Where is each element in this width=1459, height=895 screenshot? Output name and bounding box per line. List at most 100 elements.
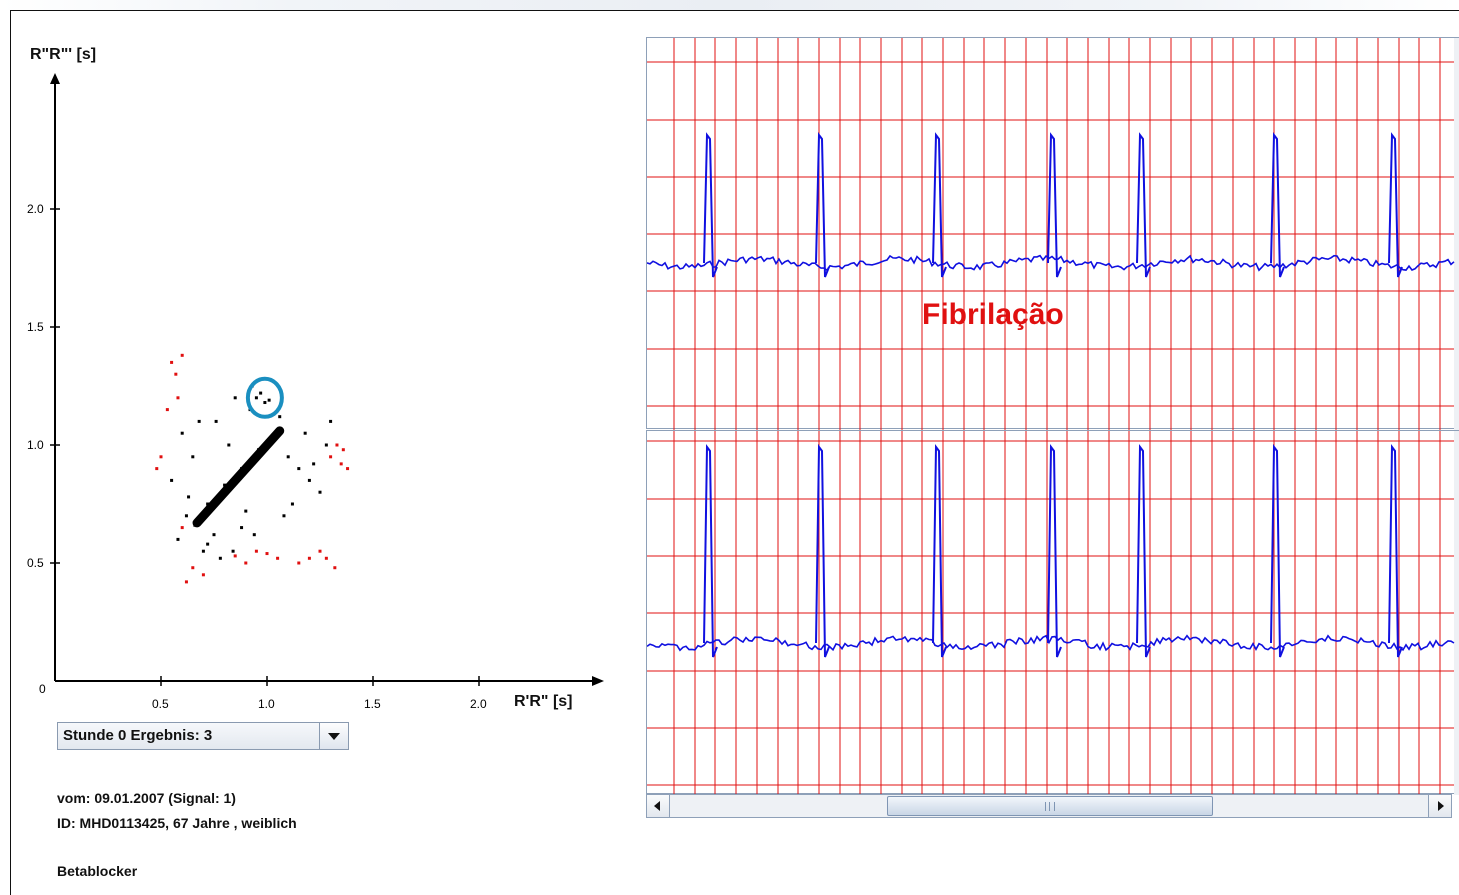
scatter-point-flagged <box>159 455 163 459</box>
y-tick-label: 1.5 <box>27 320 44 334</box>
ecg-qrs-spike <box>703 444 718 658</box>
scatter-point <box>180 431 184 435</box>
scatter-point-flagged <box>329 455 333 459</box>
scatter-point <box>324 443 328 447</box>
scatter-point <box>231 549 235 553</box>
ecg-qrs-spike <box>1388 444 1403 658</box>
scatter-point <box>252 533 256 537</box>
scatter-point <box>206 502 210 506</box>
scatter-point <box>303 431 307 435</box>
ecg-qrs-spike <box>1136 444 1151 658</box>
scatter-point <box>201 549 205 553</box>
scatter-point <box>329 419 333 423</box>
scatter-point-flagged <box>339 462 343 466</box>
scatter-point-flagged <box>233 554 237 558</box>
scroll-left-icon[interactable] <box>647 795 670 817</box>
scatter-point <box>312 462 316 466</box>
scatter-point <box>290 502 294 506</box>
scatter-point-flagged <box>333 566 337 570</box>
fibrillation-label: Fibrilação <box>922 298 1064 331</box>
ecg-qrs-spike <box>932 444 947 658</box>
ecg-trace-top <box>646 38 1459 430</box>
scatter-point <box>170 478 174 482</box>
ecg-baseline-trace <box>646 634 1455 652</box>
scatter-point-flagged <box>191 566 195 570</box>
ecg-qrs-spike <box>815 444 830 658</box>
scatter-point-flagged <box>180 353 184 357</box>
scatter-point-flagged <box>335 443 339 447</box>
scatter-point <box>318 490 322 494</box>
x-tick-label: 1.5 <box>364 697 381 710</box>
patient-id-info: ID: MHD0113425, 67 Jahre , weiblich <box>57 815 297 831</box>
window-frame <box>10 10 1459 895</box>
ecg-qrs-spike <box>815 132 830 278</box>
scatter-point <box>227 443 231 447</box>
x-axis-arrow-icon <box>592 676 604 686</box>
scatter-point-flagged <box>174 372 178 376</box>
ecg-trace-bottom <box>646 431 1459 795</box>
scatter-point-flagged <box>341 448 345 452</box>
x-tick-label: 2.0 <box>470 697 487 710</box>
scatter-point <box>307 478 311 482</box>
scatter-point-flagged <box>297 561 301 565</box>
ecg-panel-bottom <box>646 430 1459 795</box>
scatter-point-flagged <box>170 360 174 364</box>
scatter-point <box>267 398 271 402</box>
hour-result-select[interactable]: Stunde 0 Ergebnis: 3 <box>57 722 349 750</box>
scatter-point <box>187 495 191 499</box>
ecg-horizontal-scrollbar[interactable] <box>646 794 1452 818</box>
record-date-info: vom: 09.01.2007 (Signal: 1) <box>57 790 236 806</box>
chevron-down-icon[interactable] <box>319 723 348 749</box>
ecg-qrs-spike <box>1270 132 1285 278</box>
ecg-qrs-spike <box>703 132 718 278</box>
scatter-point <box>206 542 210 546</box>
scatter-point-flagged <box>165 408 169 412</box>
scroll-right-icon[interactable] <box>1428 795 1451 817</box>
y-axis-arrow-icon <box>50 73 60 84</box>
scatter-point-flagged <box>176 396 180 400</box>
ecg-qrs-spike <box>1388 132 1403 278</box>
scatter-point-flagged <box>307 556 311 560</box>
scatter-point-flagged <box>346 467 350 471</box>
ecg-qrs-spike <box>1136 132 1151 278</box>
scatter-point <box>240 526 244 530</box>
scatter-point-flagged <box>184 580 188 584</box>
y-tick-label: 0.5 <box>27 556 44 570</box>
x-tick-label: 1.0 <box>258 697 275 710</box>
scatter-point <box>286 455 290 459</box>
scatter-point <box>214 419 218 423</box>
scatter-point-flagged <box>276 556 280 560</box>
scatter-point <box>218 556 222 560</box>
scatter-point <box>282 514 286 518</box>
scatter-point <box>297 467 301 471</box>
scatter-point-flagged <box>155 467 159 471</box>
grip-icon <box>1045 802 1055 811</box>
ecg-baseline-trace <box>646 254 1455 272</box>
ecg-qrs-spike <box>932 132 947 278</box>
scatter-point <box>223 483 227 487</box>
scatter-point <box>259 391 263 395</box>
scatter-point <box>244 509 248 513</box>
scatter-point <box>278 415 282 419</box>
scatter-point <box>263 401 267 405</box>
scatter-point <box>254 396 258 400</box>
scatter-point <box>191 455 195 459</box>
scatter-point-flagged <box>201 573 205 577</box>
hour-result-select-value: Stunde 0 Ergebnis: 3 <box>63 727 213 744</box>
scrollbar-thumb[interactable] <box>887 796 1213 816</box>
scatter-point <box>233 396 237 400</box>
scatter-point-flagged <box>244 561 248 565</box>
scatter-point-flagged <box>254 549 258 553</box>
x-axis-label: R'R" [s] <box>514 693 573 710</box>
scatter-plot: 0 2.0 1.5 1.0 0.5 0.5 1.0 1.5 2.0 <box>27 73 604 710</box>
scatter-point-flagged <box>265 552 269 556</box>
scatter-point <box>197 419 201 423</box>
scatter-point <box>212 533 216 537</box>
medication-info: Betablocker <box>57 863 138 879</box>
y-tick-label: 2.0 <box>27 202 44 216</box>
y-tick-label: 1.0 <box>27 438 44 452</box>
ecg-right-edge <box>1454 38 1459 430</box>
dense-cluster-band <box>192 426 285 528</box>
origin-label: 0 <box>39 682 46 696</box>
ecg-qrs-spike <box>1047 132 1062 278</box>
